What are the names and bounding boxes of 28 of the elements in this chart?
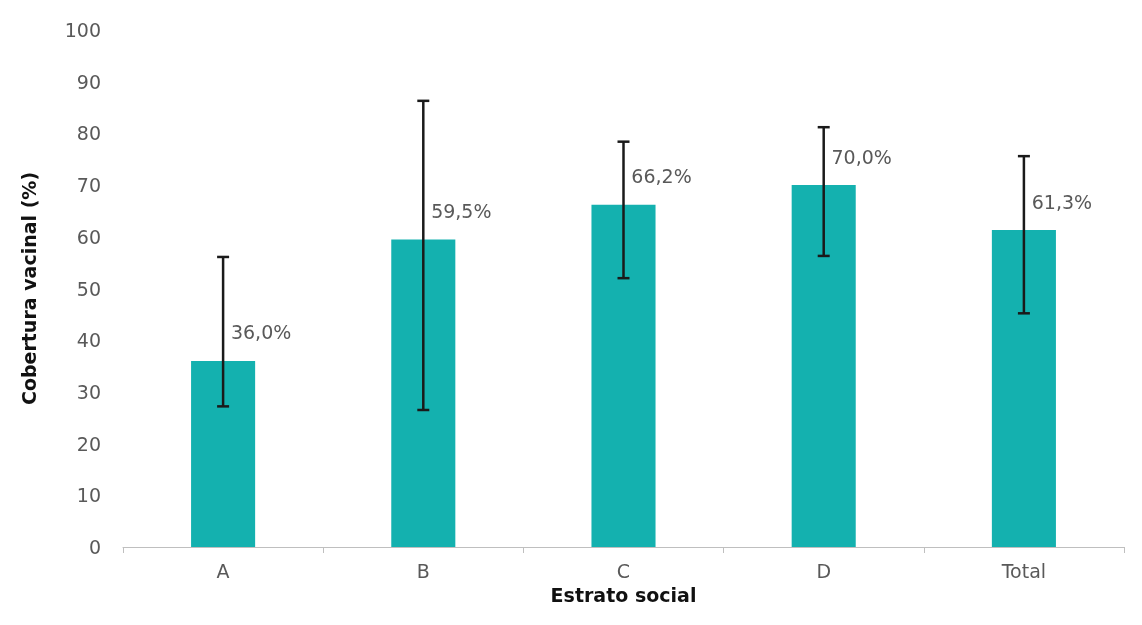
data-label: 61,3%: [1031, 190, 1093, 213]
data-label: 66,2%: [631, 165, 692, 188]
y-tick-label: 60: [76, 225, 101, 248]
x-tick-label: B: [416, 559, 430, 582]
y-tick-label: 10: [76, 484, 101, 507]
data-label: 59,5%: [431, 199, 492, 222]
bar: [391, 239, 456, 547]
bar: [991, 230, 1056, 547]
y-tick-label: 80: [76, 122, 101, 145]
y-axis-title: Cobertura vacinal (%): [17, 171, 40, 406]
y-tick-label: 100: [64, 19, 101, 41]
y-tick-label: 30: [76, 380, 101, 403]
y-tick-label: 50: [76, 277, 101, 300]
y-tick-label: 70: [76, 174, 101, 197]
bar: [191, 360, 256, 547]
data-label: 36,0%: [230, 321, 292, 344]
x-tick-label: C: [616, 559, 631, 582]
y-tick-label: 20: [76, 432, 101, 455]
data-label: 70,0%: [831, 145, 892, 168]
x-tick-label: Total: [1000, 559, 1047, 582]
bar: [791, 185, 856, 547]
y-tick-label: 90: [76, 70, 101, 93]
y-tick-label: 0: [88, 536, 101, 558]
x-tick-label: D: [816, 559, 832, 582]
x-tick-label: A: [216, 559, 230, 582]
bar: [591, 204, 656, 547]
y-tick-label: 40: [76, 329, 101, 352]
x-axis-title: Estrato social: [550, 583, 697, 606]
